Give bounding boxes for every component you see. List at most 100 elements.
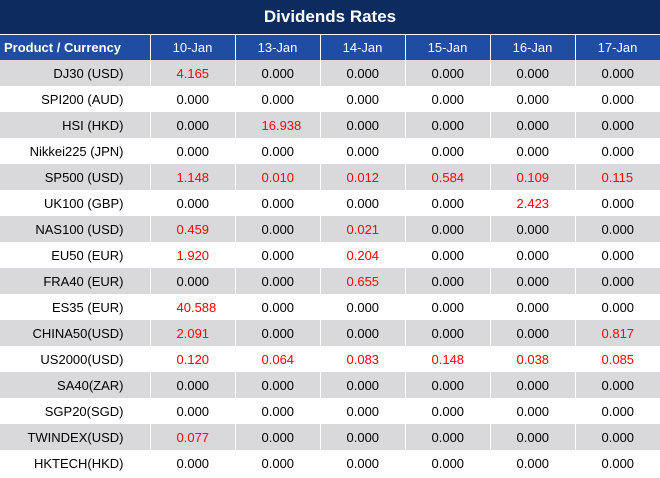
rate-cell: 0.000 <box>405 138 491 164</box>
rate-cell: 0.038 <box>490 346 576 372</box>
product-cell: TWINDEX(USD) <box>0 424 151 450</box>
rate-cell: 0.000 <box>490 320 576 346</box>
rate-cell: 0.584 <box>405 164 491 190</box>
rate-cell: 0.000 <box>320 294 406 320</box>
rate-cell: 0.000 <box>405 86 491 112</box>
rate-cell: 0.000 <box>405 372 491 398</box>
table-row: SGP20(SGD) 0.000 0.000 0.000 0.000 0.000 0.000 <box>0 398 660 424</box>
rate-cell: 0.000 <box>235 190 321 216</box>
product-cell: UK100 (GBP) <box>0 190 151 216</box>
rate-cell: 0.000 <box>575 372 660 398</box>
table-row: HSI (HKD) 0.000 16.938 0.000 0.000 0.000 0.000 <box>0 112 660 138</box>
product-cell: SGP20(SGD) <box>0 398 151 424</box>
rate-cell: 0.000 <box>490 112 576 138</box>
header-date: 13-Jan <box>235 35 321 60</box>
rate-cell: 4.165 <box>150 60 236 86</box>
table-body: DJ30 (USD) 4.165 0.000 0.000 0.000 0.000 0.000… <box>0 60 660 476</box>
rate-cell: 0.459 <box>150 216 236 242</box>
product-cell: ES35 (EUR) <box>0 294 151 320</box>
rate-cell: 0.000 <box>575 398 660 424</box>
rate-cell: 0.000 <box>575 112 660 138</box>
table-row: US2000(USD) 0.120 0.064 0.083 0.148 0.038 0.08… <box>0 346 660 372</box>
rate-cell: 0.000 <box>490 86 576 112</box>
rate-cell: 0.000 <box>490 450 576 476</box>
product-cell: FRA40 (EUR) <box>0 268 151 294</box>
rate-cell: 0.000 <box>320 424 406 450</box>
header-date: 15-Jan <box>405 35 491 60</box>
rate-cell: 0.000 <box>490 424 576 450</box>
rate-cell: 0.000 <box>320 450 406 476</box>
table-row: TWINDEX(USD) 0.077 0.000 0.000 0.000 0.000 0.0… <box>0 424 660 450</box>
rate-cell: 0.000 <box>235 294 321 320</box>
header-product: Product / Currency <box>0 35 151 60</box>
rate-cell: 0.000 <box>575 424 660 450</box>
rate-cell: 0.000 <box>320 190 406 216</box>
rate-cell: 0.120 <box>150 346 236 372</box>
rate-cell: 0.000 <box>235 60 321 86</box>
table-row: UK100 (GBP) 0.000 0.000 0.000 0.000 2.423 0.00… <box>0 190 660 216</box>
rate-cell: 0.148 <box>405 346 491 372</box>
product-cell: SP500 (USD) <box>0 164 151 190</box>
table-title: Dividends Rates <box>0 0 660 35</box>
rate-cell: 0.000 <box>235 424 321 450</box>
rate-cell: 2.423 <box>490 190 576 216</box>
rate-cell: 0.000 <box>405 60 491 86</box>
rate-cell: 0.000 <box>235 450 321 476</box>
table-row: DJ30 (USD) 4.165 0.000 0.000 0.000 0.000 0.000 <box>0 60 660 86</box>
rate-cell: 0.000 <box>405 268 491 294</box>
rate-cell: 0.000 <box>490 372 576 398</box>
table-row: HKTECH(HKD) 0.000 0.000 0.000 0.000 0.000 0.00… <box>0 450 660 476</box>
rate-cell: 0.000 <box>150 268 236 294</box>
product-cell: HKTECH(HKD) <box>0 450 151 476</box>
rate-cell: 0.000 <box>150 450 236 476</box>
product-cell: DJ30 (USD) <box>0 60 151 86</box>
rate-cell: 40.588 <box>150 294 236 320</box>
rate-cell: 0.000 <box>235 398 321 424</box>
rate-cell: 0.000 <box>320 372 406 398</box>
table-row: SP500 (USD) 1.148 0.010 0.012 0.584 0.109 0.11… <box>0 164 660 190</box>
rate-cell: 0.000 <box>320 138 406 164</box>
rate-cell: 0.000 <box>235 86 321 112</box>
table-row: EU50 (EUR) 1.920 0.000 0.204 0.000 0.000 0.000 <box>0 242 660 268</box>
dividends-table: Product / Currency 10-Jan 13-Jan 14-Jan … <box>0 35 660 476</box>
table-row: CHINA50(USD) 2.091 0.000 0.000 0.000 0.000 0.8… <box>0 320 660 346</box>
rate-cell: 0.000 <box>320 60 406 86</box>
rate-cell: 0.010 <box>235 164 321 190</box>
rate-cell: 0.000 <box>575 242 660 268</box>
rate-cell: 0.000 <box>405 424 491 450</box>
table-row: Nikkei225 (JPN) 0.000 0.000 0.000 0.000 0.000… <box>0 138 660 164</box>
rate-cell: 0.000 <box>235 242 321 268</box>
rate-cell: 0.000 <box>150 398 236 424</box>
rate-cell: 0.000 <box>405 294 491 320</box>
rate-cell: 0.000 <box>405 112 491 138</box>
rate-cell: 0.000 <box>150 190 236 216</box>
rate-cell: 2.091 <box>150 320 236 346</box>
rate-cell: 0.077 <box>150 424 236 450</box>
product-cell: HSI (HKD) <box>0 112 151 138</box>
table-row: ES35 (EUR) 40.588 0.000 0.000 0.000 0.000 0.00… <box>0 294 660 320</box>
rate-cell: 0.000 <box>405 242 491 268</box>
rate-cell: 0.000 <box>490 398 576 424</box>
rate-cell: 0.204 <box>320 242 406 268</box>
product-cell: SA40(ZAR) <box>0 372 151 398</box>
rate-cell: 0.115 <box>575 164 660 190</box>
rate-cell: 0.000 <box>150 112 236 138</box>
rate-cell: 0.000 <box>405 450 491 476</box>
product-cell: US2000(USD) <box>0 346 151 372</box>
rate-cell: 0.655 <box>320 268 406 294</box>
product-cell: SPI200 (AUD) <box>0 86 151 112</box>
rate-cell: 0.000 <box>490 242 576 268</box>
header-date: 16-Jan <box>490 35 576 60</box>
rate-cell: 0.083 <box>320 346 406 372</box>
rate-cell: 0.085 <box>575 346 660 372</box>
header-date: 17-Jan <box>575 35 660 60</box>
rate-cell: 0.817 <box>575 320 660 346</box>
rate-cell: 0.000 <box>490 268 576 294</box>
rate-cell: 0.000 <box>320 398 406 424</box>
table-row: SPI200 (AUD) 0.000 0.000 0.000 0.000 0.000 0.0… <box>0 86 660 112</box>
table-row: NAS100 (USD) 0.459 0.000 0.021 0.000 0.000 0.0… <box>0 216 660 242</box>
rate-cell: 0.000 <box>490 138 576 164</box>
rate-cell: 0.000 <box>575 216 660 242</box>
rate-cell: 1.148 <box>150 164 236 190</box>
rate-cell: 0.000 <box>320 112 406 138</box>
